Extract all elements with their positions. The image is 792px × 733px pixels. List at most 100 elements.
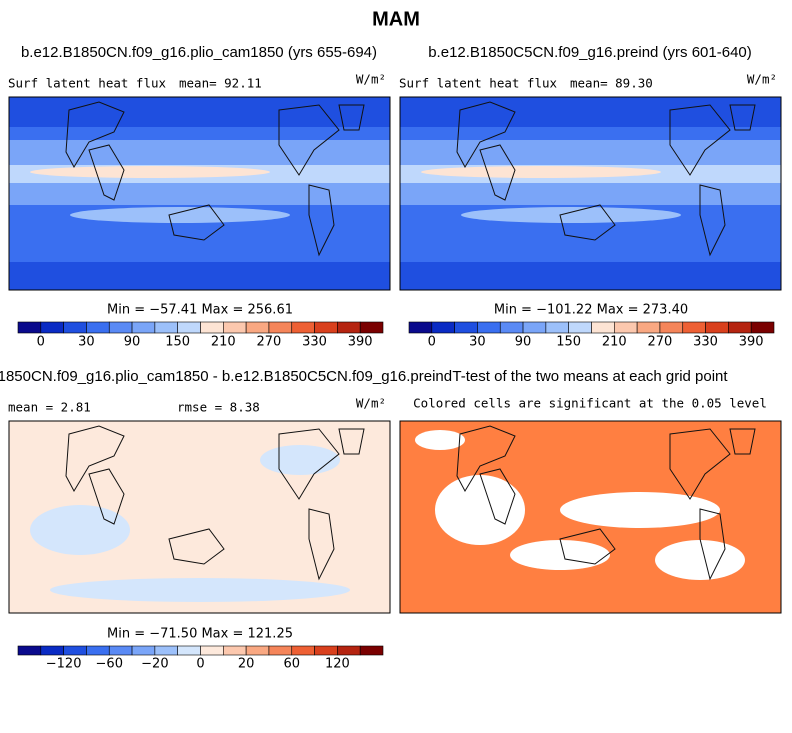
colorbar-swatch (337, 645, 361, 656)
coastline (65, 101, 125, 169)
coastline (456, 425, 516, 493)
variable-label: Surf latent heat flux (8, 76, 167, 91)
colorbar-label: 330 (693, 335, 718, 350)
coastline (729, 428, 756, 455)
colorbar-swatch (154, 321, 178, 334)
colorbar-label: 30 (469, 335, 486, 350)
colorbar-label: 90 (515, 335, 532, 350)
units-label: W/m² (356, 72, 386, 87)
colorbar-swatch (728, 321, 752, 334)
mean-label: mean= 92.11 (179, 76, 262, 91)
coastline (559, 528, 616, 565)
colorbar-swatch (245, 645, 270, 656)
colorbar-label: 120 (325, 657, 350, 672)
coastline (308, 508, 335, 581)
map (9, 97, 390, 290)
colorbar-label: −20 (141, 657, 168, 672)
colorbar-swatch (545, 321, 569, 334)
panel-title: b.e12.B1850CN.f09_g16.plio_cam1850 (yrs … (21, 44, 377, 61)
coastline (479, 144, 516, 201)
colorbar-swatch (659, 321, 684, 334)
coastline (338, 104, 365, 131)
coastline (278, 428, 340, 500)
colorbar-swatch (522, 321, 547, 334)
coastline (168, 204, 225, 241)
colorbar-label: 0 (37, 335, 45, 350)
colorbar-label: 210 (211, 335, 236, 350)
colorbar-swatch (291, 645, 315, 656)
map (9, 421, 390, 613)
colorbar-label: 0 (196, 657, 204, 672)
units-label: W/m² (356, 396, 386, 411)
mean-label: mean= 89.30 (570, 76, 653, 91)
colorbar-label: 390 (348, 335, 373, 350)
colorbar-swatch (17, 321, 42, 334)
colorbar-swatch (359, 645, 384, 656)
panel-title: b.e12.B1850C5CN.f09_g16.preind (yrs 601-… (428, 44, 752, 61)
panel-title: T-test of the two means at each grid poi… (452, 368, 728, 385)
colorbar-swatch (268, 645, 293, 656)
map-frame (8, 96, 391, 291)
colorbar-swatch (750, 321, 775, 334)
colorbar-swatch (86, 321, 110, 334)
colorbar-swatch (131, 321, 156, 334)
colorbar-swatch (705, 321, 729, 334)
map (400, 421, 781, 613)
colorbar-swatch (268, 321, 293, 334)
colorbar-swatch (359, 321, 384, 334)
colorbar-swatch (154, 645, 178, 656)
variable-label: Surf latent heat flux (399, 76, 558, 91)
map (400, 97, 781, 290)
colorbar-swatch (337, 321, 361, 334)
range-label: Min = −71.50 Max = 121.25 (107, 627, 293, 642)
colorbar-swatch (223, 321, 247, 334)
coastline (308, 184, 335, 257)
map-frame (399, 420, 782, 614)
colorbar-label: 30 (78, 335, 95, 350)
colorbar-label: 270 (257, 335, 282, 350)
colorbar-swatch (177, 645, 201, 656)
coastline (479, 468, 516, 525)
colorbar-label: −60 (96, 657, 123, 672)
colorbar-swatch (63, 645, 87, 656)
rmse-label: rmse = 8.38 (177, 400, 260, 415)
colorbar-swatch (431, 321, 455, 334)
colorbar-label: 330 (302, 335, 327, 350)
coastline (88, 144, 125, 201)
colorbar-swatch (200, 645, 224, 656)
range-label: Min = −101.22 Max = 273.40 (494, 303, 688, 318)
colorbar-label: 150 (165, 335, 190, 350)
coastline (669, 104, 731, 176)
units-label: W/m² (747, 72, 777, 87)
colorbar-swatch (108, 645, 133, 656)
colorbar-label: 150 (556, 335, 581, 350)
coastline (338, 428, 365, 455)
colorbar-label: 270 (648, 335, 673, 350)
colorbar-swatch (314, 321, 338, 334)
colorbar-swatch (408, 321, 433, 334)
panel-subtitle: Colored cells are significant at the 0.0… (413, 396, 767, 411)
colorbar-swatch (477, 321, 501, 334)
colorbar-swatch (682, 321, 706, 334)
colorbar-swatch (291, 321, 315, 334)
colorbar-swatch (568, 321, 592, 334)
coastline (669, 428, 731, 500)
colorbar-label: 60 (283, 657, 300, 672)
colorbar-swatch (40, 645, 64, 656)
colorbar-swatch (86, 645, 110, 656)
coastline (65, 425, 125, 493)
coastline (699, 508, 726, 581)
coastline (88, 468, 125, 525)
colorbar-label: 210 (602, 335, 627, 350)
colorbar-swatch (177, 321, 201, 334)
colorbar-swatch (499, 321, 524, 334)
colorbar-swatch (614, 321, 638, 334)
colorbar-label: 90 (124, 335, 141, 350)
colorbar-swatch (63, 321, 87, 334)
coastline (699, 184, 726, 257)
colorbar-swatch (131, 645, 156, 656)
colorbar-label: 0 (428, 335, 436, 350)
colorbar-swatch (636, 321, 661, 334)
colorbar-label: 390 (739, 335, 764, 350)
